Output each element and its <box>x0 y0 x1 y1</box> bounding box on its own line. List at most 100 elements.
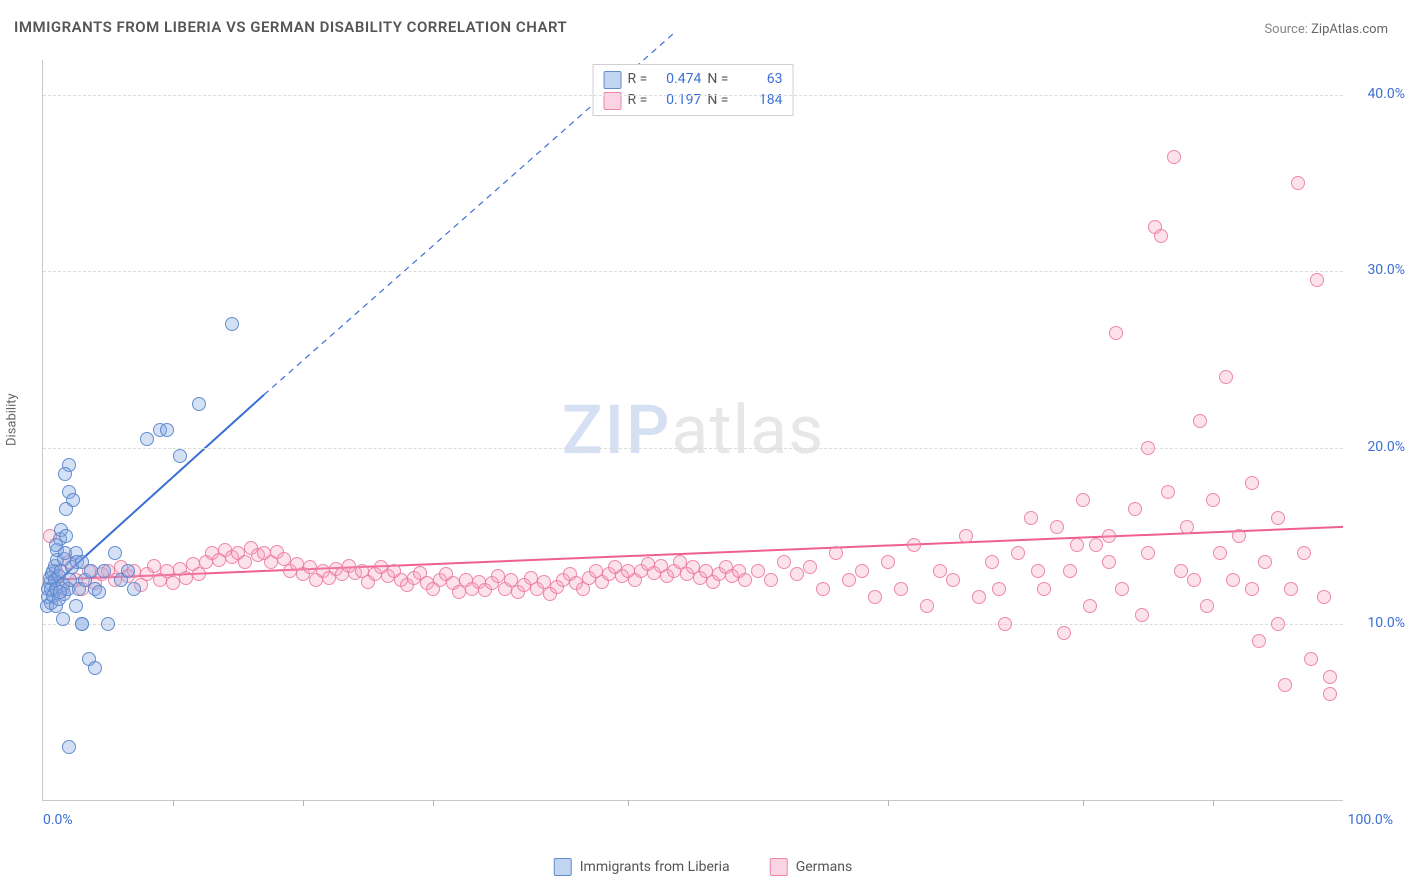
legend-label-b: Germans <box>796 859 853 875</box>
r-label: R = <box>628 90 648 111</box>
data-point <box>1070 538 1084 552</box>
x-tick-label-right: 100.0% <box>1348 812 1393 828</box>
data-point <box>225 317 239 331</box>
legend-row-b: R = 0.197 N = 184 <box>604 90 783 111</box>
data-point <box>58 467 72 481</box>
source-label: Source: <box>1264 22 1307 37</box>
data-point <box>1057 626 1071 640</box>
n-value-a: 63 <box>734 69 782 90</box>
data-point <box>1024 511 1038 525</box>
n-value-b: 184 <box>734 90 782 111</box>
data-point <box>238 555 252 569</box>
data-point <box>1193 414 1207 428</box>
legend-swatch-b-icon <box>770 858 788 876</box>
plot-area: ZIPatlas R = 0.474 N = 63 R = 0.197 N = … <box>42 60 1343 801</box>
data-point <box>881 555 895 569</box>
data-point <box>894 582 908 596</box>
data-point <box>829 546 843 560</box>
data-point <box>101 617 115 631</box>
r-label: R = <box>628 69 648 90</box>
data-point <box>75 617 89 631</box>
watermark-left: ZIP <box>562 390 672 470</box>
x-tick <box>303 800 304 806</box>
data-point <box>62 740 76 754</box>
data-point <box>1063 564 1077 578</box>
data-point <box>1291 176 1305 190</box>
data-point <box>140 432 154 446</box>
data-point <box>1245 476 1259 490</box>
data-point <box>1180 520 1194 534</box>
data-point <box>842 573 856 587</box>
y-tick-label: 40.0% <box>1349 86 1405 102</box>
data-point <box>108 546 122 560</box>
data-point <box>1219 370 1233 384</box>
data-point <box>985 555 999 569</box>
data-point <box>1167 150 1181 164</box>
data-point <box>1109 326 1123 340</box>
data-point <box>1135 608 1149 622</box>
gridline <box>43 624 1343 625</box>
y-axis-label: Disability <box>5 393 20 446</box>
data-point <box>56 612 70 626</box>
data-point <box>121 564 135 578</box>
data-point <box>1115 582 1129 596</box>
data-point <box>1128 502 1142 516</box>
data-point <box>1317 590 1331 604</box>
data-point <box>1310 273 1324 287</box>
legend-item-b: Germans <box>770 858 853 876</box>
data-point <box>1089 538 1103 552</box>
x-tick <box>173 800 174 806</box>
data-point <box>1271 617 1285 631</box>
data-point <box>1304 652 1318 666</box>
data-point <box>179 571 193 585</box>
source-value: ZipAtlas.com <box>1311 22 1388 37</box>
legend-swatch-a <box>604 71 622 89</box>
r-value-b: 0.197 <box>653 90 701 111</box>
y-tick-label: 20.0% <box>1349 439 1405 455</box>
legend-swatch-b <box>604 92 622 110</box>
r-value-a: 0.474 <box>653 69 701 90</box>
data-point <box>147 559 161 573</box>
data-point <box>166 576 180 590</box>
data-point <box>1154 229 1168 243</box>
data-point <box>1161 485 1175 499</box>
data-point <box>1206 493 1220 507</box>
data-point <box>1284 582 1298 596</box>
data-point <box>1278 678 1292 692</box>
data-point <box>1271 511 1285 525</box>
data-point <box>1037 582 1051 596</box>
x-tick <box>888 800 889 806</box>
n-label: N = <box>707 69 728 90</box>
data-point <box>1252 634 1266 648</box>
data-point <box>192 397 206 411</box>
data-point <box>933 564 947 578</box>
data-point <box>959 529 973 543</box>
data-point <box>1141 546 1155 560</box>
data-point <box>53 585 67 599</box>
data-point <box>69 599 83 613</box>
data-point <box>452 585 466 599</box>
data-point <box>92 585 106 599</box>
source-attribution: Source: ZipAtlas.com <box>1264 22 1388 37</box>
watermark-right: atlas <box>671 390 824 470</box>
data-point <box>972 590 986 604</box>
data-point <box>49 538 63 552</box>
n-label: N = <box>707 90 728 111</box>
data-point <box>751 564 765 578</box>
data-point <box>855 564 869 578</box>
data-point <box>1226 573 1240 587</box>
data-point <box>764 573 778 587</box>
gridline <box>43 95 1343 96</box>
x-tick <box>433 800 434 806</box>
trend-lines-layer <box>43 60 1343 800</box>
x-tick-label-left: 0.0% <box>43 812 73 828</box>
legend-swatch-a-icon <box>554 858 572 876</box>
y-tick-label: 30.0% <box>1349 262 1405 278</box>
data-point <box>1050 520 1064 534</box>
chart-title: IMMIGRANTS FROM LIBERIA VS GERMAN DISABI… <box>14 18 567 36</box>
data-point <box>1323 687 1337 701</box>
y-tick-label: 10.0% <box>1349 615 1405 631</box>
data-point <box>1102 555 1116 569</box>
data-point <box>160 423 174 437</box>
data-point <box>992 582 1006 596</box>
